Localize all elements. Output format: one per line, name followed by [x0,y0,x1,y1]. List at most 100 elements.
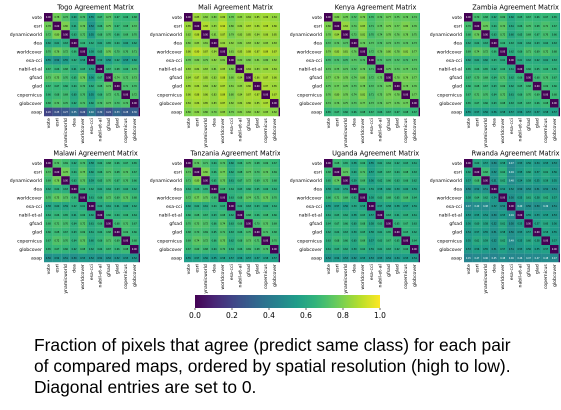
x-tick-label: esa-cci [509,118,515,134]
heatmap-cell [192,56,202,65]
cell-value-label: 0.55 [186,257,191,260]
cell-value-label: 0.59 [412,188,417,191]
cell-value-label: 0.78 [326,33,331,36]
cell-value-label: 0.53 [377,257,382,260]
heatmap-cell [384,193,393,203]
cell-value-label: 0.82 [246,111,251,114]
heatmap-cell [358,81,368,91]
y-tick-label: copernicus [157,238,183,244]
cell-value-label: 0.76 [395,33,400,36]
heatmap-cell [130,64,139,74]
cell-value-label: 0.60 [89,171,94,174]
cell-value-label: 0.74 [500,25,505,28]
cell-value-label: 0.72 [500,94,505,97]
cell-value-label: 0.54 [492,197,497,200]
cell-value-label: 0.00 [412,248,417,251]
heatmap-cell [532,176,542,185]
cell-value-label: 0.53 [466,248,471,251]
heatmap-cell [410,30,419,39]
cell-value-label: 0.00 [220,197,225,200]
cell-value-label: 0.69 [535,51,540,54]
heatmap-cell [464,253,473,263]
cell-value-label: 0.83 [263,42,268,45]
heatmap-cell [244,73,253,82]
heatmap-cell [252,13,262,22]
cell-value-label: 0.64 [115,42,120,45]
heatmap-cell [112,193,122,203]
heatmap-cell [235,245,245,254]
cell-value-label: 0.76 [54,51,59,54]
heatmap-cell [61,64,70,74]
cell-value-label: 0.26 [80,111,85,114]
y-tick-label: globcover [439,247,462,253]
heatmap-cell [121,30,131,39]
cell-value-label: 0.64 [474,197,479,200]
cell-value-label: 0.45 [492,257,497,260]
cell-value-label: 0.52 [54,257,59,260]
heatmap-cell [184,47,193,57]
cell-value-label: 0.70 [63,76,68,79]
cell-value-label: 0.59 [89,68,94,71]
heatmap-cell [392,236,402,246]
heatmap-cell [201,202,210,211]
cell-value-label: 0.66 [535,102,540,105]
cell-value-label: 0.70 [63,222,68,225]
heatmap-cell [227,30,236,39]
heatmap-cell [87,219,96,228]
heatmap-cell [472,30,482,39]
cell-value-label: 0.62 [326,231,331,234]
cell-value-label: 0.68 [115,222,120,225]
heatmap-cell [270,245,279,254]
y-tick-label: esri [174,24,182,30]
x-tick-label: dea [352,264,358,273]
heatmap-cell [341,30,350,39]
heatmap-cell [410,219,419,228]
heatmap-cell [52,30,62,39]
heatmap-cell [138,56,140,65]
cell-value-label: 0.68 [54,94,59,97]
heatmap-cell [332,236,342,246]
heatmap-cell [95,210,105,220]
heatmap-cell [472,21,482,31]
cell-value-label: 0.53 [80,257,85,260]
cell-value-label: 0.61 [377,162,382,165]
cell-value-label: 0.58 [395,205,400,208]
cell-value-label: 0.62 [263,205,268,208]
y-tick-label: vote [172,15,182,21]
heatmap-cell [472,236,482,246]
cell-value-label: 0.28 [123,111,128,114]
cell-value-label: 0.61 [543,171,548,174]
cell-value-label: 0.61 [203,205,208,208]
heatmap-cell [541,38,551,48]
cell-value-label: 0.83 [186,68,191,71]
cell-value-label: 0.85 [194,16,199,19]
heatmap-cell [550,193,559,203]
heatmap-cell [201,73,210,82]
heatmap-cell [235,236,245,246]
heatmap-cell [472,73,482,82]
cell-value-label: 0.72 [46,171,51,174]
cell-value-label: 0.63 [334,248,339,251]
cell-value-label: 0.60 [526,171,531,174]
cell-value-label: 0.84 [237,94,242,97]
cell-value-label: 0.87 [203,51,208,54]
cell-value-label: 0.55 [466,240,471,243]
figure-caption: Fraction of pixels that agree (predict s… [34,335,554,398]
heatmap-cell [392,56,402,65]
heatmap-cell [384,30,393,39]
y-tick-label: esri [174,170,182,176]
cell-value-label: 0.70 [106,33,111,36]
cell-value-label: 0.66 [97,171,102,174]
heatmap-cell [489,184,499,194]
cell-value-label: 0.69 [272,171,277,174]
cell-value-label: 0.75 [220,240,225,243]
heatmap-cell [349,253,359,263]
heatmap-cell [138,193,140,203]
heatmap-cell [112,21,122,31]
heatmap-cell [489,13,499,22]
y-tick-label: globcover [159,247,182,253]
cell-value-label: 0.69 [115,197,120,200]
cell-value-label: 0.81 [255,59,260,62]
heatmap-cell [332,202,342,211]
heatmap-cell [332,193,342,203]
